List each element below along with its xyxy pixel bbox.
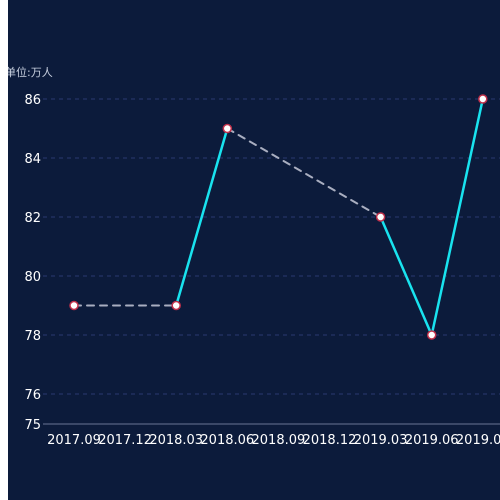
data-point-marker — [375, 212, 386, 222]
y-tick-label: 84 — [24, 152, 41, 167]
y-tick-label: 86 — [24, 93, 41, 108]
data-markers — [69, 94, 488, 340]
y-axis: 86 84 82 80 78 76 75 — [24, 93, 41, 433]
data-point-marker — [69, 300, 79, 311]
y-unit-label: 单位:万人 — [8, 65, 53, 79]
data-point-marker — [222, 123, 233, 134]
x-tick-label: 2019.03 — [354, 433, 408, 448]
x-tick-label: 2019.09 — [456, 433, 500, 448]
solid-segment — [430, 97, 485, 337]
dashed-segment — [226, 127, 382, 218]
gridlines — [43, 98, 500, 395]
x-tick-label: 2017.12 — [98, 433, 152, 448]
data-point-marker — [426, 330, 437, 340]
y-tick-label: 75 — [24, 418, 41, 433]
y-tick-label: 80 — [24, 270, 41, 285]
y-tick-label: 76 — [24, 388, 41, 403]
x-tick-label: 2018.12 — [303, 433, 357, 448]
x-tick-label: 2017.09 — [47, 433, 101, 448]
chart-panel: 单位:万人 86 84 82 80 78 76 75 2017.09 2017.12 2018.… — [8, 0, 500, 500]
x-tick-label: 2019.06 — [405, 433, 459, 448]
x-tick-label: 2018.09 — [252, 433, 306, 448]
y-tick-label: 78 — [24, 329, 41, 344]
solid-segment — [174, 127, 229, 307]
data-point-marker — [171, 300, 181, 311]
solid-segment — [379, 215, 433, 337]
y-tick-label: 82 — [24, 211, 41, 226]
data-series — [73, 97, 485, 337]
x-tick-label: 2018.06 — [200, 433, 254, 448]
x-tick-label: 2018.03 — [149, 433, 203, 448]
data-point-marker — [478, 94, 488, 104]
x-axis: 2017.092017.122018.032018.062018.092018.… — [43, 423, 500, 448]
